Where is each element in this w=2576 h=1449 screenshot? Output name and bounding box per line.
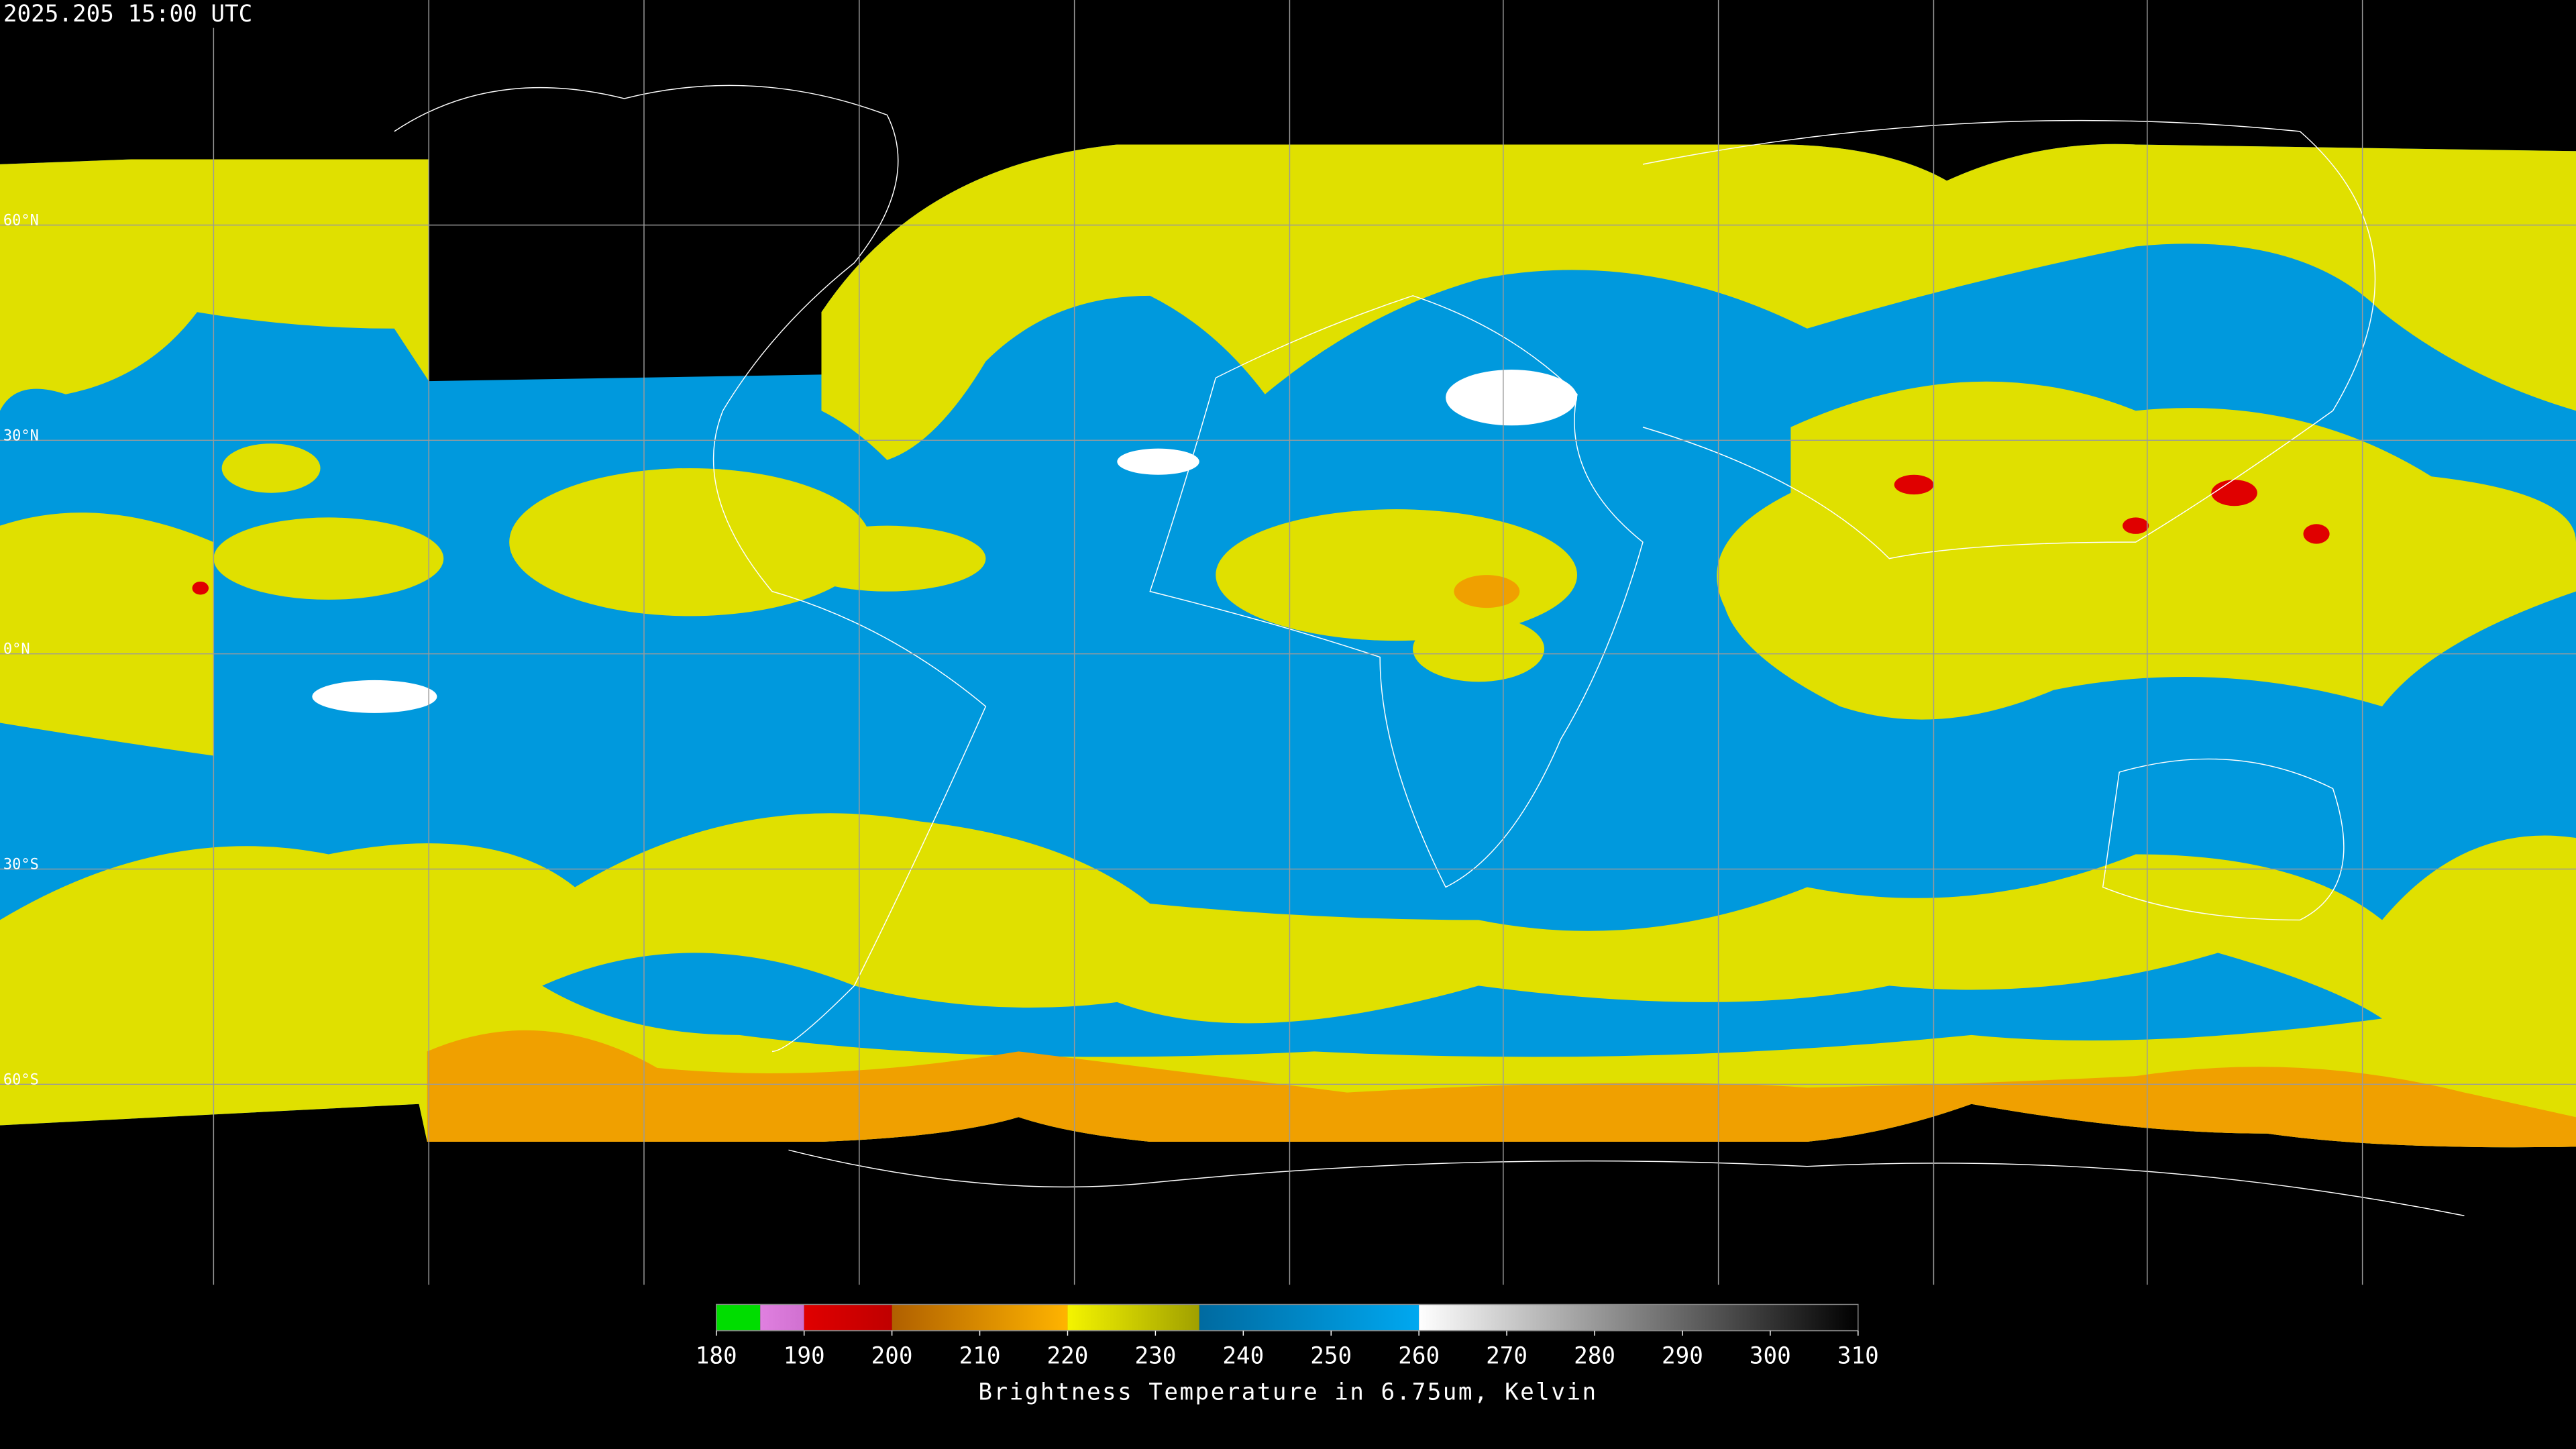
title-backdrop (0, 0, 296, 28)
colorbar-tick-label: 290 (1662, 1343, 1703, 1370)
cloud (213, 517, 444, 600)
lat-label: 0°N (3, 641, 30, 658)
lat-label: 60°N (3, 213, 39, 229)
cloud (1413, 616, 1545, 682)
timestamp: 2025.205 15:00 UTC (3, 1, 252, 28)
dry-warm-area (1117, 448, 1199, 475)
colorbar-segment (1199, 1304, 1419, 1331)
colorbar-segment (760, 1304, 804, 1331)
colorbar-tick-label: 190 (784, 1343, 825, 1370)
north-moisture (0, 159, 429, 411)
deep-convection (2123, 517, 2149, 534)
coastline (2102, 758, 2345, 921)
colorbar-segment (804, 1304, 892, 1331)
graticule (0, 0, 2576, 1285)
colorbar-segment (1067, 1304, 1199, 1331)
colorbar-label: Brightness Temperature in 6.75um, Kelvin (978, 1379, 1597, 1406)
coastline (1149, 295, 1644, 888)
coastline (394, 85, 987, 1053)
cloud (509, 468, 871, 616)
colorbar-segment (892, 1304, 1068, 1331)
colorbar-tick-label: 250 (1310, 1343, 1352, 1370)
colorbar-tick-label: 260 (1398, 1343, 1440, 1370)
colorbar-tick-label: 300 (1750, 1343, 1791, 1370)
cold-cloud (1454, 575, 1520, 608)
deep-convection (192, 581, 209, 595)
colorbar-tick-label: 270 (1486, 1343, 1527, 1370)
colorbar-tick-label: 220 (1047, 1343, 1089, 1370)
cloud (1216, 509, 1578, 641)
coastlines (394, 85, 2465, 1216)
lat-label: 60°S (3, 1071, 39, 1088)
pacific-convection (0, 513, 214, 756)
colorbar-tick-label: 240 (1222, 1343, 1264, 1370)
deep-convection (2211, 480, 2257, 506)
cold-band (427, 1030, 2576, 1148)
colorbar-segment (716, 1304, 761, 1331)
colorbar-tick-label: 200 (871, 1343, 913, 1370)
colorbar-tick-label: 310 (1837, 1343, 1879, 1370)
lat-label: 30°S (3, 857, 39, 873)
lat-label: 30°N (3, 427, 39, 444)
coastline (788, 1149, 2465, 1216)
cloud (221, 443, 321, 493)
colorbar-tick-label: 230 (1134, 1343, 1176, 1370)
north-moisture (821, 144, 2576, 460)
asia-convection (1717, 381, 2576, 720)
colorbar-frame (716, 1303, 1859, 1332)
dry-slot (542, 953, 2383, 1057)
deep-convection (1894, 474, 1934, 495)
colorbar-tick-label: 210 (959, 1343, 1001, 1370)
dry-warm-area (1446, 370, 1578, 426)
deep-convection (2303, 524, 2330, 544)
colorbar: 180 190 200 210 220 230 240 250 260 270 280 290 300 3… (696, 1303, 1879, 1370)
colorbar-tick-label: 180 (696, 1343, 737, 1370)
cloud (788, 525, 986, 592)
colorbar-segment (1419, 1304, 1858, 1331)
coastline (1642, 119, 2376, 559)
colorbar-tick-label: 280 (1574, 1343, 1615, 1370)
dry-warm-area (312, 680, 437, 713)
satellite-image (0, 144, 2576, 1148)
